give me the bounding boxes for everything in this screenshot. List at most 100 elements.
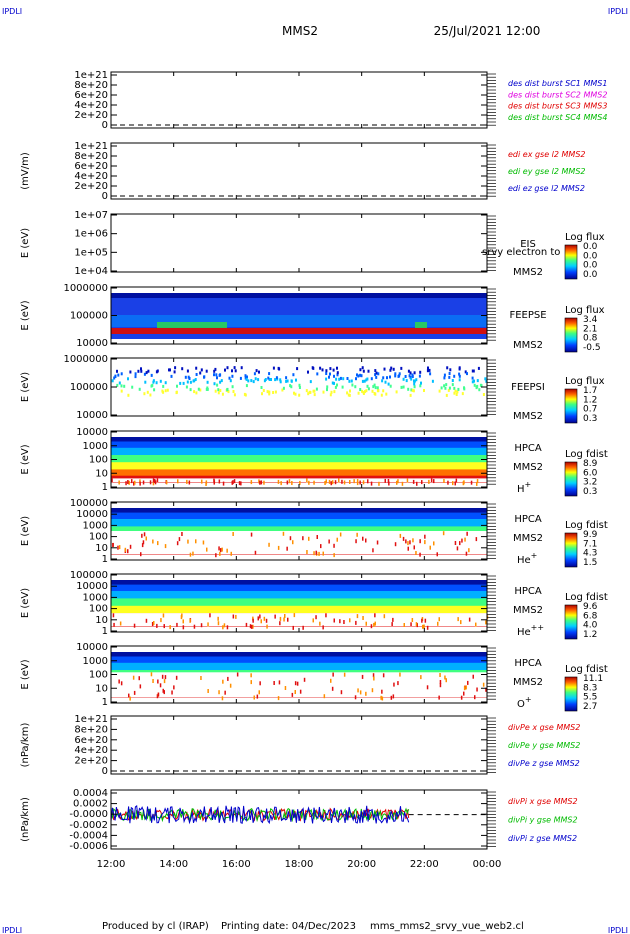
spectrogram-pixel	[292, 540, 294, 545]
colorbar-title: Log flux	[565, 232, 605, 243]
spectrogram-pixel	[347, 393, 350, 397]
spectrogram-pixel	[134, 480, 136, 485]
spectrogram-pixel	[409, 540, 411, 545]
spectrogram-pixel	[275, 376, 278, 380]
spectrogram-pixel	[200, 623, 203, 628]
spectrogram-pixel	[219, 389, 222, 392]
x-tick-label: 18:00	[285, 859, 314, 870]
spectrogram-pixel	[258, 479, 260, 484]
spectrogram-pixel	[443, 376, 446, 380]
spectrogram-pixel	[361, 379, 364, 383]
y-tick-label: 4e+20	[74, 171, 108, 182]
divpi-traces	[110, 804, 410, 825]
spectrogram-pixel	[113, 622, 115, 627]
spectrogram-pixel	[399, 533, 402, 538]
spectrogram-pixel	[189, 618, 191, 623]
spectrogram-pixel	[331, 480, 334, 485]
spectrogram-pixel	[165, 480, 168, 485]
y-tick-label: -0.0002	[69, 820, 108, 831]
spectrogram-pixel	[137, 369, 140, 373]
spectrogram-pixel	[325, 369, 328, 373]
spectrogram-pixel	[359, 368, 362, 372]
spectrogram-pixel	[412, 538, 414, 543]
spectrogram-pixel	[398, 372, 401, 376]
spectrogram-pixel	[374, 369, 377, 373]
spectrogram-pixel	[419, 552, 421, 557]
spectrogram-pixel	[153, 621, 155, 625]
spectrogram-pixel	[475, 537, 478, 542]
spectrogram-pixel	[132, 675, 135, 680]
y-axis-label: E (eV)	[20, 228, 31, 258]
spectrogram-pixel	[372, 673, 375, 678]
colorbar-tick: 9.6	[583, 602, 598, 612]
spectrogram-pixel	[222, 481, 225, 486]
spectrogram-pixel	[203, 375, 205, 379]
spectrogram-pixel	[476, 687, 478, 692]
spectrogram-pixel	[370, 377, 373, 381]
panel-4: 1000000 100000 10000 E (eV) FEEPSE MMS2 Log fl…	[20, 283, 605, 353]
spectrogram-band	[111, 580, 487, 586]
spectrogram-pixel	[117, 373, 120, 377]
colorbar-tick: 2.7	[583, 702, 597, 712]
spectrogram-pixel	[346, 391, 349, 395]
spectrogram-pixel	[127, 377, 129, 381]
spectrogram-pixel	[475, 622, 477, 627]
spectrogram-empty-region	[111, 672, 487, 698]
spectrogram-pixel	[127, 393, 130, 397]
spectrogram-pixel	[410, 622, 412, 627]
y-tick-label: 2e+20	[74, 110, 108, 121]
colorbar-title: Log fdist	[565, 520, 608, 531]
spectrogram-pixel	[302, 536, 304, 541]
spectrogram-pixel	[413, 371, 416, 375]
spectrogram-pixel	[245, 622, 248, 627]
spectrogram-pixel	[458, 374, 461, 378]
spectrogram-pixel	[149, 393, 152, 397]
species-label: H+	[517, 480, 531, 495]
spectrogram-pixel	[296, 367, 299, 371]
spectrogram-pixel	[386, 376, 388, 380]
spectrogram-pixel	[374, 386, 377, 390]
spectrogram-pixel	[443, 373, 446, 377]
spectrogram-pixel	[468, 617, 471, 622]
spectrogram-pixel	[439, 673, 441, 677]
spectrogram-pixel	[177, 479, 179, 484]
spectrogram-pixel	[407, 541, 409, 546]
spectrogram-pixel	[325, 377, 328, 381]
header: IPDLI IPDLI MMS2 25/Jul/2021 12:00	[2, 7, 628, 38]
spectrogram-pixel	[246, 375, 248, 379]
spectrogram-pixel	[394, 372, 397, 376]
spectrogram-pixel	[339, 376, 342, 380]
spectrogram-pixel	[433, 479, 435, 484]
spectrogram-pixel	[255, 369, 258, 373]
spectrogram-pixel	[316, 372, 319, 376]
y-tick-label: 10000	[76, 410, 108, 421]
spectrogram-pixel	[325, 613, 327, 618]
panel-11: 0.00040.0002-0.0000-0.0002-0.0004-0.0006…	[20, 788, 578, 852]
spectrogram-pixel	[409, 371, 412, 375]
spectrogram-pixel	[453, 386, 456, 390]
spectrogram-band-low	[111, 328, 487, 334]
spectrogram-pixel	[362, 369, 365, 373]
spectrogram-pixel	[233, 479, 236, 484]
spectrogram-pixel	[231, 369, 233, 373]
footer-printing-date: Printing date: 04/Dec/2023	[221, 921, 356, 932]
spectrogram-pixel	[451, 383, 454, 387]
instrument-label: HPCA	[514, 586, 542, 597]
spectrogram-pixel	[291, 692, 294, 697]
spectrogram-pixel	[166, 388, 169, 392]
spectrogram-pixel	[482, 682, 485, 687]
spectrogram-pixel	[473, 383, 476, 387]
spectrogram-pixel	[437, 621, 439, 626]
spectrogram-pixel	[468, 548, 470, 553]
spectrogram-pixel	[299, 480, 301, 485]
spectrogram-pixel	[402, 377, 405, 381]
spectrogram-pixel	[141, 543, 144, 548]
spectrogram-pixel	[306, 550, 308, 554]
legend-entry: edi ez gse l2 MMS2	[508, 184, 585, 193]
spectrogram-pixel	[218, 546, 220, 551]
spectrogram-pixel	[180, 615, 183, 620]
plot-title: MMS2	[282, 24, 318, 38]
spectrogram-pixel	[254, 377, 257, 381]
spectrogram-pixel	[381, 689, 383, 694]
spectrogram-pixel	[319, 366, 322, 370]
